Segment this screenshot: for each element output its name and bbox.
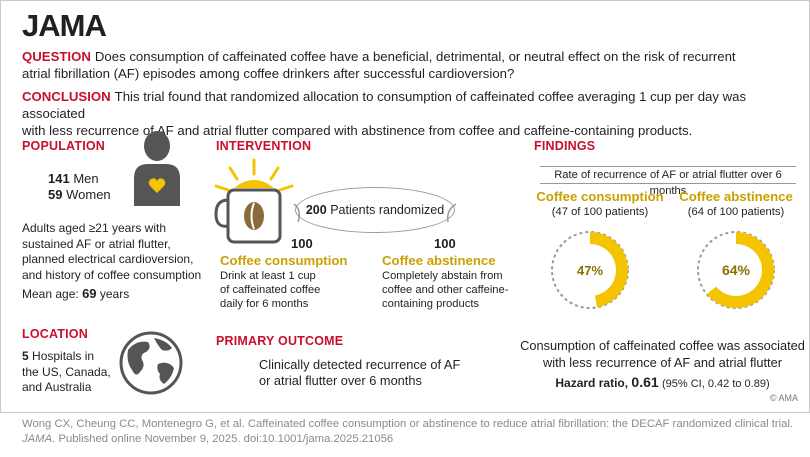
group1-name: Coffee consumption [536, 189, 664, 204]
randomized-ellipse: 200 Patients randomized [295, 187, 455, 233]
hazard-ratio-value: 0.61 [631, 374, 659, 390]
recurrence-rings: 47% 64% [551, 231, 775, 309]
group1-percent: 47% [577, 263, 603, 278]
population-description: Adults aged ≥21 years with sustained AF … [22, 221, 202, 282]
citation-line1: Wong CX, Cheung CC, Montenegro G, et al.… [22, 418, 794, 430]
group2-detail: (64 of 100 patients) [687, 206, 785, 218]
person-icon [134, 131, 180, 206]
women-label: Women [66, 187, 111, 202]
conclusion-block: CONCLUSION This trial found that randomiz… [22, 88, 792, 139]
men-label: Men [73, 171, 99, 186]
citation-line2: . Published online November 9, 2025. doi… [52, 433, 394, 445]
question-line2: atrial fibrillation (AF) episodes among … [22, 66, 515, 81]
conclusion-label: CONCLUSION [22, 89, 111, 104]
randomized-count: 200 [305, 203, 327, 217]
arm1-description: Drink at least 1 cup of caffeinated coff… [220, 270, 321, 311]
question-line1: Does consumption of caffeinated coffee h… [94, 49, 736, 64]
men-count: 141 [48, 171, 70, 186]
group2-percent: 64% [722, 262, 751, 278]
conclusion-line2: with less recurrence of AF and atrial fl… [22, 123, 693, 138]
mean-age: Mean age: 69 years [22, 286, 130, 301]
citation-footer: Wong CX, Cheung CC, Montenegro G, et al.… [22, 417, 802, 447]
primary-outcome-text: Clinically detected recurrence of AF or … [259, 357, 461, 388]
ring1-hole [564, 244, 616, 296]
citation-journal: JAMA [22, 433, 53, 445]
conclusion-line1: This trial found that randomized allocat… [22, 89, 747, 121]
population-title: POPULATION [22, 139, 106, 153]
findings-summary: Consumption of caffeinated coffee was as… [520, 338, 805, 370]
branch-connectors [293, 203, 457, 223]
intervention-title: INTERVENTION [216, 139, 312, 153]
globe-icon [119, 331, 183, 395]
ring2-hole [710, 244, 762, 296]
mean-age-value: 69 [82, 286, 97, 301]
coffee-cup-icon [214, 158, 294, 244]
arm1-count: 100 [291, 236, 313, 251]
copyright: © AMA [769, 393, 798, 403]
arm2-description: Completely abstain from coffee and other… [382, 270, 509, 311]
location-text: 5 Hospitals in the US, Canada, and Austr… [22, 349, 111, 394]
population-counts: 141 Men 59 Women [48, 171, 111, 203]
hazard-ratio: Hazard ratio, 0.61 (95% CI, 0.42 to 0.89… [555, 374, 770, 390]
hospital-count: 5 [22, 349, 29, 363]
randomized-label: Patients randomized [330, 203, 445, 217]
arm1-name: Coffee consumption [220, 253, 348, 268]
question-block: QUESTION Does consumption of caffeinated … [22, 48, 792, 82]
ring-group1: 47% [551, 231, 629, 309]
jama-logo: JAMA [22, 8, 107, 43]
rate-label: Rate of recurrence of AF or atrial flutt… [540, 166, 796, 197]
question-label: QUESTION [22, 49, 91, 64]
findings-title: FINDINGS [534, 139, 596, 153]
ring-group2: 64% [697, 231, 775, 309]
hazard-ratio-ci: (95% CI, 0.42 to 0.89) [662, 378, 770, 390]
arm2-count: 100 [434, 236, 456, 251]
group1-detail: (47 of 100 patients) [551, 206, 649, 218]
women-count: 59 [48, 187, 63, 202]
arm2-name: Coffee abstinence [382, 253, 496, 268]
location-title: LOCATION [22, 327, 88, 341]
group2-name: Coffee abstinence [679, 189, 793, 204]
primary-outcome-title: PRIMARY OUTCOME [216, 334, 344, 348]
